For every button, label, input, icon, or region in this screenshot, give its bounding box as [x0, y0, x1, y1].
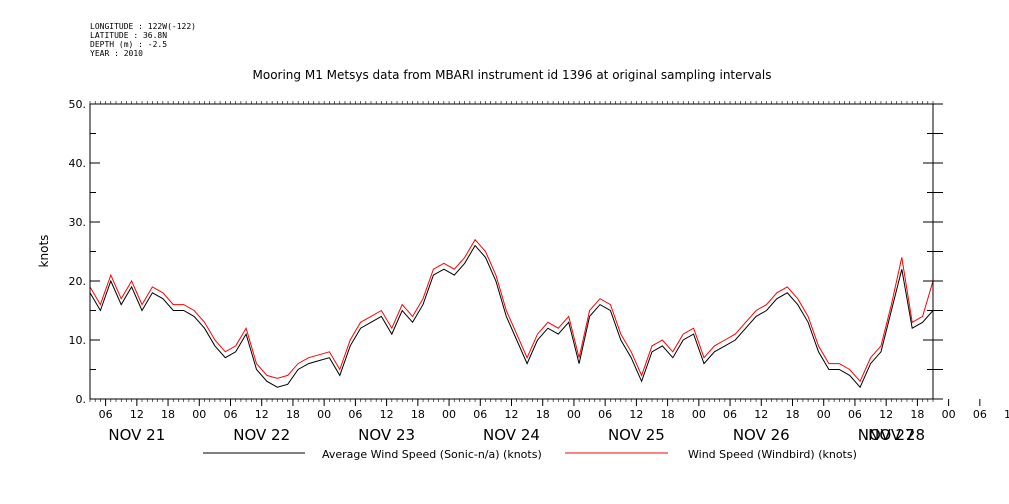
legend: Average Wind Speed (Sonic-n/a) (knots) Wi…	[203, 448, 857, 461]
windbird-wind-speed-line	[89, 238, 934, 383]
hour-tick-label: 18	[536, 408, 550, 421]
latitude-label: LATITUDE : 36.8N	[90, 31, 168, 40]
chart-title: Mooring M1 Metsys data from MBARI instru…	[253, 68, 772, 82]
hour-tick-label: 06	[224, 408, 238, 421]
hour-tick-label: 06	[348, 408, 362, 421]
hour-tick-label: 18	[910, 408, 924, 421]
date-label: NOV 24	[483, 426, 540, 444]
y-tick-label: 10.	[69, 334, 87, 347]
hour-tick-label: 12	[505, 408, 519, 421]
hour-tick-label: 00	[317, 408, 331, 421]
axis-ticks	[89, 101, 981, 406]
depth-label: DEPTH (m) : -2.5	[90, 40, 168, 49]
y-tick-label: 50.	[69, 98, 87, 111]
plot-frame	[89, 103, 934, 400]
year-label: YEAR : 2010	[90, 49, 143, 58]
legend-entry: Wind Speed (Windbird) (knots)	[688, 448, 857, 461]
y-axis-label: knots	[37, 235, 51, 268]
y-tick-label: 20.	[69, 275, 87, 288]
hour-tick-label: 12	[1004, 408, 1009, 421]
date-label: NOV 25	[608, 426, 665, 444]
date-label: NOV 22	[233, 426, 290, 444]
date-label: NOV 28	[868, 426, 925, 444]
y-tick-label: 0.	[76, 393, 87, 406]
hour-tick-label: 00	[942, 408, 956, 421]
hour-tick-label: 18	[661, 408, 675, 421]
hour-tick-label: 18	[161, 408, 175, 421]
date-label: NOV 21	[108, 426, 165, 444]
hour-tick-label: 00	[817, 408, 831, 421]
hour-tick-label: 06	[973, 408, 987, 421]
hour-tick-label: 00	[192, 408, 206, 421]
hour-tick-label: 12	[754, 408, 768, 421]
hour-tick-label: 00	[442, 408, 456, 421]
y-tick-label: 30.	[69, 216, 87, 229]
hour-tick-label: 06	[848, 408, 862, 421]
hour-tick-label: 06	[723, 408, 737, 421]
x-tick-labels: 06 12 18 00 06 12 18 00 06 12 18 00 06 12 18 00 06 12 18 00…	[99, 408, 1009, 444]
hour-tick-label: 00	[692, 408, 706, 421]
metadata-block: LONGITUDE : 122W(-122) LATITUDE : 36.8N …	[90, 22, 196, 58]
date-label: NOV 27	[858, 426, 915, 444]
hour-tick-label: 06	[99, 408, 113, 421]
legend-entry: Average Wind Speed (Sonic-n/a) (knots)	[322, 448, 542, 461]
hour-tick-label: 12	[629, 408, 643, 421]
hour-tick-label: 12	[879, 408, 893, 421]
hour-tick-label: 06	[598, 408, 612, 421]
average-wind-speed-line	[89, 244, 934, 389]
longitude-label: LONGITUDE : 122W(-122)	[90, 22, 196, 31]
y-tick-label: 40.	[69, 157, 87, 170]
hour-tick-label: 12	[130, 408, 144, 421]
hour-tick-label: 12	[380, 408, 394, 421]
hour-tick-label: 18	[411, 408, 425, 421]
date-label: NOV 26	[733, 426, 790, 444]
date-label: NOV 23	[358, 426, 415, 444]
hour-tick-label: 18	[286, 408, 300, 421]
series-group	[89, 238, 934, 389]
y-tick-labels: 0. 10. 20. 30. 40. 50.	[69, 98, 87, 406]
hour-tick-label: 00	[567, 408, 581, 421]
hour-tick-label: 12	[255, 408, 269, 421]
hour-tick-label: 06	[473, 408, 487, 421]
hour-tick-label: 18	[786, 408, 800, 421]
